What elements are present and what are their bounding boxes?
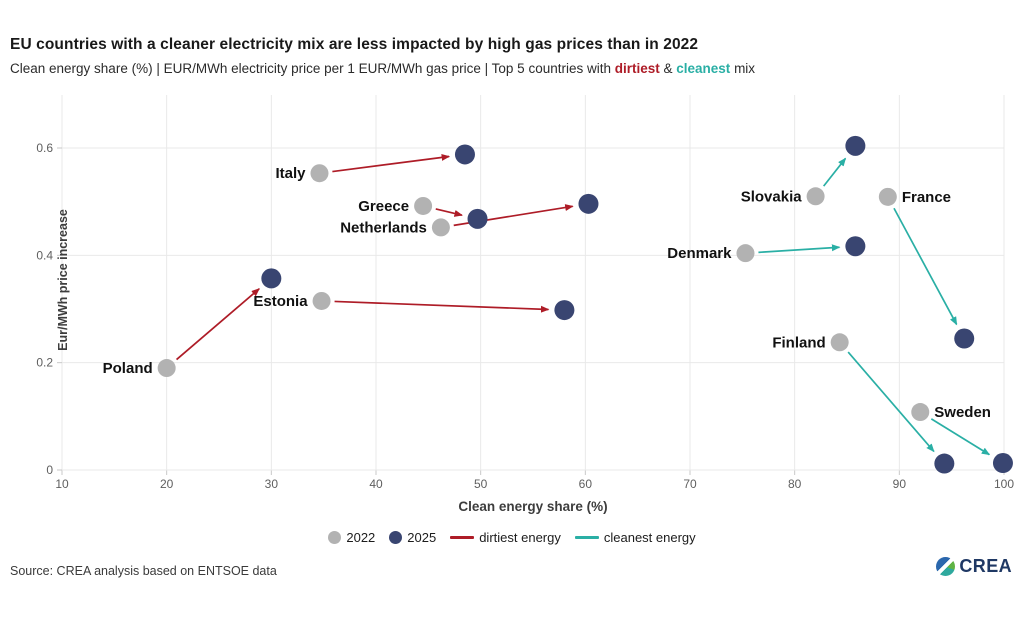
data-point-2022-netherlands[interactable] [431,218,450,237]
y-tick-label-0.4: 0.4 [36,248,53,262]
x-tick-label-60: 60 [579,477,593,491]
subtitle-amp: & [659,61,677,76]
data-point-2022-greece[interactable] [414,196,433,215]
subtitle-suffix: mix [730,61,756,76]
trend-arrow-italy [332,153,451,173]
legend-dirtiest-label: dirtiest energy [479,530,561,545]
legend-item-cleanest: cleanest energy [574,530,696,545]
trend-arrow-sweden [930,418,991,456]
y-axis-title: Eur/MWh price increase [56,209,70,351]
legend-2022-label: 2022 [346,530,376,545]
data-point-2022-sweden[interactable] [911,403,930,422]
y-tick-label-0.6: 0.6 [36,141,53,155]
country-label-sweden: Sweden [934,404,991,421]
trend-arrow-poland [175,288,260,361]
legend-2025-label: 2025 [407,530,437,545]
legend-item-dirtiest: dirtiest energy [450,530,561,545]
x-tick-label-100: 100 [994,477,1014,491]
legend: 2022 2025 dirtiest energy cleanest energ… [0,530,1024,545]
subtitle-cleanest-highlight: cleanest [676,61,731,76]
data-point-2025-greece[interactable] [467,208,488,229]
data-point-2022-slovakia[interactable] [806,187,825,206]
legend-2022-dot-icon [328,531,342,544]
country-label-france: France [902,189,951,206]
x-tick-label-20: 20 [160,477,174,491]
x-axis-title: Clean energy share (%) [458,499,608,514]
trend-arrow-france [893,207,958,326]
country-label-greece: Greece [358,198,409,215]
data-point-2025-finland[interactable] [934,453,955,474]
data-point-2025-poland[interactable] [261,268,282,289]
subtitle-prefix: Clean energy share (%) | EUR/MWh electri… [10,61,615,76]
data-point-2025-estonia[interactable] [554,300,575,321]
crea-globe-icon [936,557,956,576]
data-point-2025-italy[interactable] [454,144,475,165]
country-label-denmark: Denmark [667,245,732,262]
data-point-2022-france[interactable] [878,187,897,206]
data-point-2025-netherlands[interactable] [578,193,599,214]
chart-title: EU countries with a cleaner electricity … [10,36,699,53]
scatter-plot: 10 20 30 40 50 60 70 80 90 100 0 0.2 0.4 0.6 Poland Est… [36,95,1014,491]
trend-arrow-estonia [334,300,550,313]
legend-cleanest-line-icon [574,536,599,539]
x-tick-label-10: 10 [55,477,69,491]
data-point-2022-estonia[interactable] [312,291,331,310]
country-label-finland: Finland [772,334,825,351]
legend-item-2025: 2025 [389,530,436,545]
y-tick-label-0.2: 0.2 [36,356,53,370]
data-point-2022-poland[interactable] [157,359,176,378]
trend-arrow-finland [847,351,935,453]
source-note: Source: CREA analysis based on ENTSOE da… [10,564,277,578]
crea-logo: CREA [936,556,1012,577]
subtitle-dirtiest-highlight: dirtiest [614,61,660,76]
x-tick-label-40: 40 [369,477,383,491]
country-label-estonia: Estonia [253,293,308,310]
legend-cleanest-label: cleanest energy [603,530,696,545]
data-point-2025-france[interactable] [954,328,975,349]
x-tick-label-50: 50 [474,477,488,491]
data-point-2022-denmark[interactable] [736,244,755,263]
data-point-2022-italy[interactable] [310,164,329,183]
data-point-2025-slovakia[interactable] [845,135,866,156]
x-tick-label-30: 30 [265,477,279,491]
legend-dirtiest-line-icon [450,536,475,539]
data-point-2025-sweden[interactable] [992,453,1013,474]
country-label-slovakia: Slovakia [741,188,803,205]
country-label-netherlands: Netherlands [340,219,427,236]
legend-2025-dot-icon [389,531,403,544]
trend-arrow-greece [435,208,463,217]
country-label-poland: Poland [103,360,153,377]
y-tick-label-0: 0 [46,463,53,477]
x-tick-label-90: 90 [893,477,907,491]
x-tick-label-70: 70 [683,477,697,491]
chart-subtitle: Clean energy share (%) | EUR/MWh electri… [10,61,755,76]
trend-arrow-slovakia [822,157,847,187]
legend-item-2022: 2022 [328,530,375,545]
x-tick-label-80: 80 [788,477,802,491]
crea-logo-text: CREA [959,556,1012,576]
data-point-2022-finland[interactable] [830,333,849,352]
country-label-italy: Italy [275,165,306,182]
trend-arrow-denmark [758,244,841,254]
data-point-2025-denmark[interactable] [845,236,866,257]
